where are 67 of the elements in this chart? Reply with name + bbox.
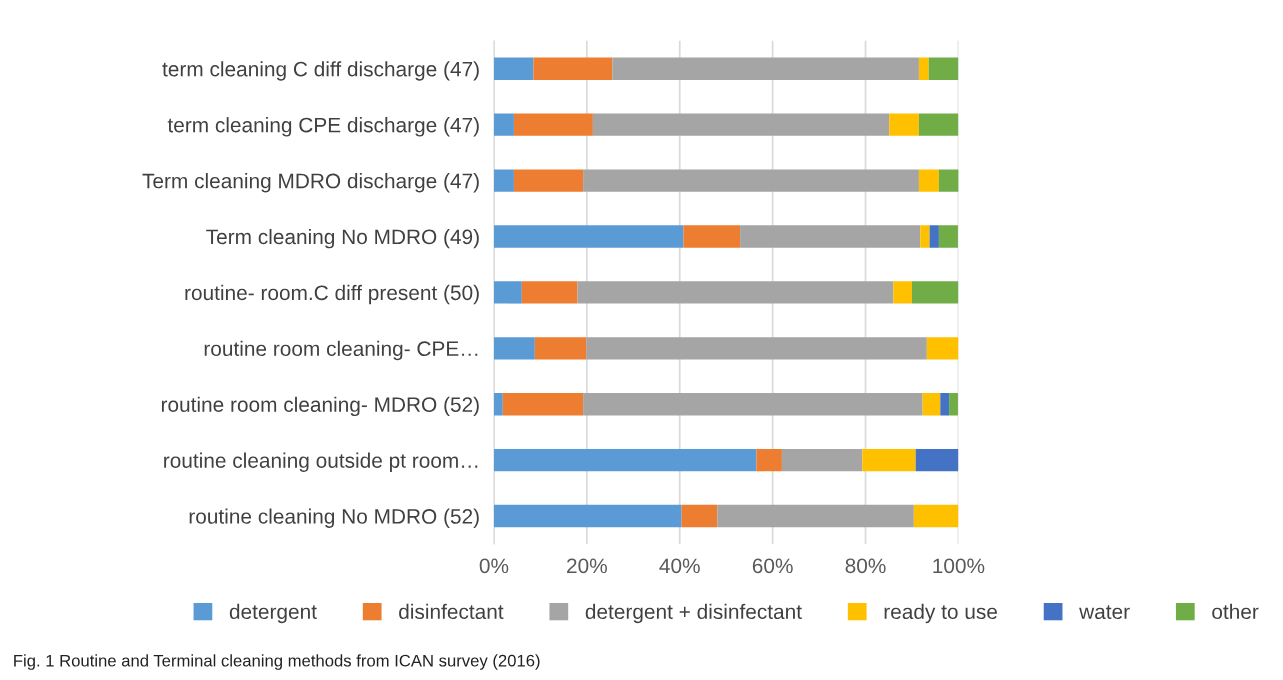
bar bbox=[521, 281, 578, 304]
bar bbox=[493, 504, 682, 528]
y-tick-label: term cleaning C diff discharge (47) bbox=[162, 61, 479, 81]
bar bbox=[889, 113, 919, 136]
bar bbox=[922, 393, 941, 416]
bar bbox=[929, 225, 939, 248]
bar bbox=[740, 225, 921, 248]
y-tick-label: Term cleaning No MDRO (49) bbox=[206, 228, 479, 249]
x-tick-label: 80% bbox=[845, 558, 886, 574]
y-tick-label: routine- room.C diff present (50) bbox=[185, 284, 479, 305]
bar bbox=[683, 225, 741, 248]
bar bbox=[911, 281, 959, 304]
bar bbox=[493, 337, 535, 360]
bar bbox=[781, 448, 863, 472]
bar bbox=[862, 448, 916, 472]
y-tick-label: routine cleaning outside pt room… bbox=[164, 452, 478, 473]
caption: Fig. 1 Routine and Terminal cleaning methods from ICAN survey (2016) bbox=[14, 654, 540, 670]
bar bbox=[513, 169, 584, 192]
y-tick-label: routine cleaning No MDRO (52) bbox=[189, 508, 479, 528]
legend-label: ready to use bbox=[884, 603, 997, 624]
bar bbox=[493, 281, 522, 304]
bar bbox=[493, 448, 757, 472]
bar bbox=[918, 169, 939, 192]
bar bbox=[493, 393, 503, 416]
legend-label: other bbox=[1212, 603, 1259, 620]
x-tick-label: 20% bbox=[567, 558, 607, 574]
bar bbox=[583, 169, 919, 192]
bar bbox=[577, 281, 894, 304]
y-tick-label: routine room cleaning- CPE… bbox=[204, 340, 478, 361]
bar bbox=[756, 448, 782, 472]
bar bbox=[915, 448, 959, 472]
bar bbox=[592, 113, 890, 136]
bar bbox=[612, 57, 919, 80]
bar bbox=[493, 225, 684, 248]
bar bbox=[717, 504, 914, 528]
y-tick-label: term cleaning CPE discharge (47) bbox=[167, 117, 479, 137]
bar bbox=[949, 393, 958, 416]
bar bbox=[534, 337, 587, 360]
x-tick-label: 100% bbox=[933, 558, 985, 574]
bar bbox=[926, 337, 959, 360]
bar bbox=[913, 504, 959, 528]
bar bbox=[533, 57, 613, 80]
legend-label: disinfectant bbox=[399, 603, 504, 620]
bar bbox=[893, 281, 912, 304]
bar bbox=[493, 169, 514, 192]
bar bbox=[938, 169, 959, 192]
bar bbox=[918, 57, 929, 80]
x-tick-label: 40% bbox=[659, 558, 700, 574]
bar bbox=[583, 393, 923, 416]
x-tick-label: 60% bbox=[752, 558, 793, 574]
bar bbox=[938, 225, 958, 248]
bar bbox=[493, 57, 534, 80]
y-tick-label: routine room cleaning- MDRO (52) bbox=[161, 396, 479, 417]
legend-label: detergent + disinfectant bbox=[585, 603, 802, 624]
bar bbox=[493, 113, 514, 136]
bar bbox=[681, 504, 718, 528]
legend-label: water bbox=[1079, 605, 1130, 620]
bar bbox=[918, 113, 959, 136]
bar bbox=[920, 225, 930, 248]
x-tick-label: 0% bbox=[479, 558, 509, 574]
bar bbox=[502, 393, 584, 416]
y-tick-label: Term cleaning MDRO discharge (47) bbox=[142, 173, 479, 193]
bar bbox=[940, 393, 950, 416]
bar bbox=[586, 337, 927, 360]
bar bbox=[513, 113, 593, 136]
bar bbox=[928, 57, 959, 80]
legend-label: detergent bbox=[229, 603, 317, 624]
